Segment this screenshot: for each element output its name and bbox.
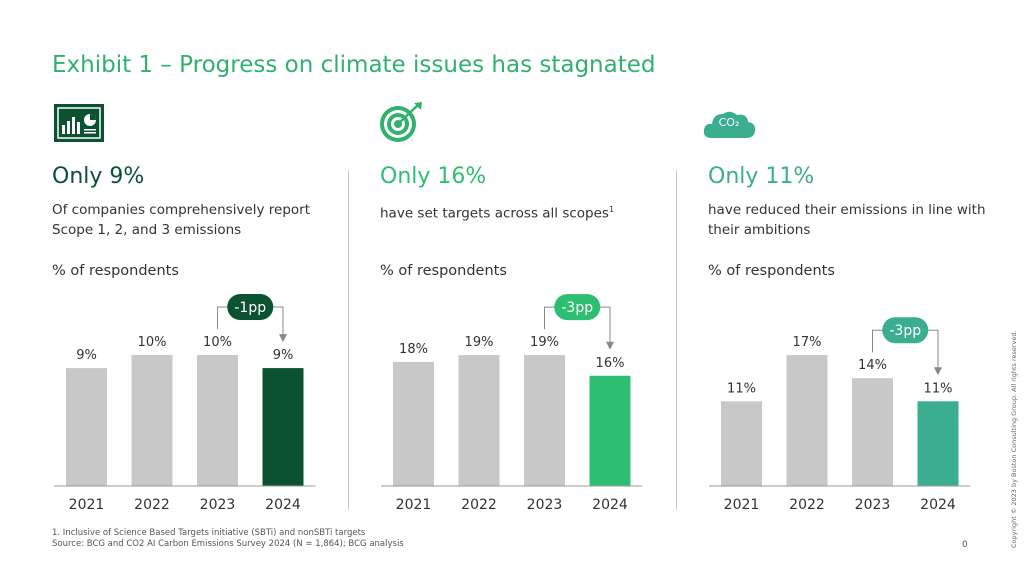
- subtitle-reductions: % of respondents: [708, 263, 835, 279]
- data-label-targets-2022: 19%: [465, 335, 494, 350]
- bar-reporting-2021: [66, 368, 107, 486]
- data-label-reductions-2022: 17%: [793, 335, 822, 350]
- data-label-reporting-2022: 10%: [138, 335, 167, 350]
- tick-label-targets-2021: 2021: [396, 497, 432, 513]
- tick-label-reductions-2024: 2024: [920, 497, 956, 513]
- description-reductions-text: have reduced their emissions in line wit…: [708, 202, 986, 238]
- change-badge-reductions: [882, 317, 929, 344]
- bar-targets-2022: [458, 355, 500, 486]
- change-badge-label-reductions: -3pp: [889, 323, 921, 339]
- footnote: 1. Inclusive of Science Based Targets in…: [52, 528, 366, 538]
- bar-reporting-2022: [131, 355, 173, 486]
- data-label-targets-2023: 19%: [530, 335, 559, 350]
- tick-label-reporting-2021: 2021: [69, 497, 105, 513]
- co2-cloud-icon: CO₂: [701, 108, 757, 142]
- change-badge-reporting: [227, 294, 274, 320]
- tick-label-reporting-2024: 2024: [265, 497, 301, 513]
- bar-targets-2024: [589, 375, 631, 486]
- bar-reductions-2022: [786, 355, 828, 486]
- change-bracket-reporting: [217, 306, 284, 339]
- tick-label-reporting-2022: 2022: [134, 497, 170, 513]
- data-label-reductions-2023: 14%: [858, 358, 887, 373]
- bar-reductions-2024: [917, 401, 959, 486]
- co2-text: CO₂: [718, 116, 740, 129]
- page-number: 0: [962, 540, 968, 550]
- headline-reporting: Only 9%: [52, 164, 145, 189]
- data-label-targets-2024: 16%: [596, 356, 625, 371]
- data-label-reductions-2024: 11%: [924, 381, 953, 396]
- data-label-reporting-2021: 9%: [76, 348, 97, 363]
- copyright-notice: Copyright © 2023 by Boston Consulting Gr…: [1010, 330, 1018, 548]
- tick-label-targets-2023: 2023: [527, 497, 563, 513]
- panel-divider-1: [348, 170, 349, 510]
- change-arrowhead-targets: [606, 341, 614, 350]
- bar-reporting-2024: [262, 368, 304, 486]
- page-title: Exhibit 1 – Progress on climate issues h…: [52, 52, 656, 78]
- data-label-reporting-2024: 9%: [273, 348, 294, 363]
- source-note: Source: BCG and CO2 AI Carbon Emissions …: [52, 539, 404, 549]
- change-badge-label-reporting: -1pp: [234, 300, 266, 316]
- bar-reductions-2023: [852, 378, 893, 486]
- description-reporting: Of companies comprehensively report Scop…: [52, 200, 332, 240]
- headline-targets: Only 16%: [380, 164, 487, 189]
- change-bracket-targets: [544, 306, 611, 346]
- description-reductions: have reduced their emissions in line wit…: [708, 200, 988, 240]
- bar-targets-2021: [393, 361, 434, 486]
- change-bracket-reductions: [872, 329, 939, 372]
- subtitle-targets: % of respondents: [380, 263, 507, 279]
- target-icon: [380, 102, 422, 142]
- tick-label-reductions-2021: 2021: [724, 497, 760, 513]
- headline-reductions: Only 11%: [708, 164, 815, 189]
- tick-label-targets-2022: 2022: [461, 497, 497, 513]
- bar-reporting-2023: [197, 355, 238, 486]
- description-targets-text: have set targets across all scopes: [380, 205, 609, 222]
- data-label-reporting-2023: 10%: [203, 335, 232, 350]
- data-label-targets-2021: 18%: [399, 342, 428, 357]
- subtitle-reporting: % of respondents: [52, 263, 179, 279]
- tick-label-reporting-2023: 2023: [200, 497, 236, 513]
- change-arrowhead-reporting: [279, 334, 287, 343]
- change-badge-targets: [554, 294, 601, 321]
- change-badge-label-targets: -3pp: [561, 300, 593, 316]
- tick-label-reductions-2022: 2022: [789, 497, 825, 513]
- chart-report-icon: [54, 104, 104, 142]
- tick-label-reductions-2023: 2023: [855, 497, 891, 513]
- tick-label-targets-2024: 2024: [592, 497, 628, 513]
- description-targets: have set targets across all scopes1: [380, 200, 660, 224]
- footnote-mark: 1: [608, 205, 615, 214]
- panel-divider-2: [676, 170, 677, 510]
- bar-targets-2023: [524, 355, 565, 486]
- description-reporting-text: Of companies comprehensively report Scop…: [52, 202, 311, 238]
- bar-reductions-2021: [721, 401, 762, 486]
- data-label-reductions-2021: 11%: [727, 381, 756, 396]
- change-arrowhead-reductions: [934, 367, 942, 376]
